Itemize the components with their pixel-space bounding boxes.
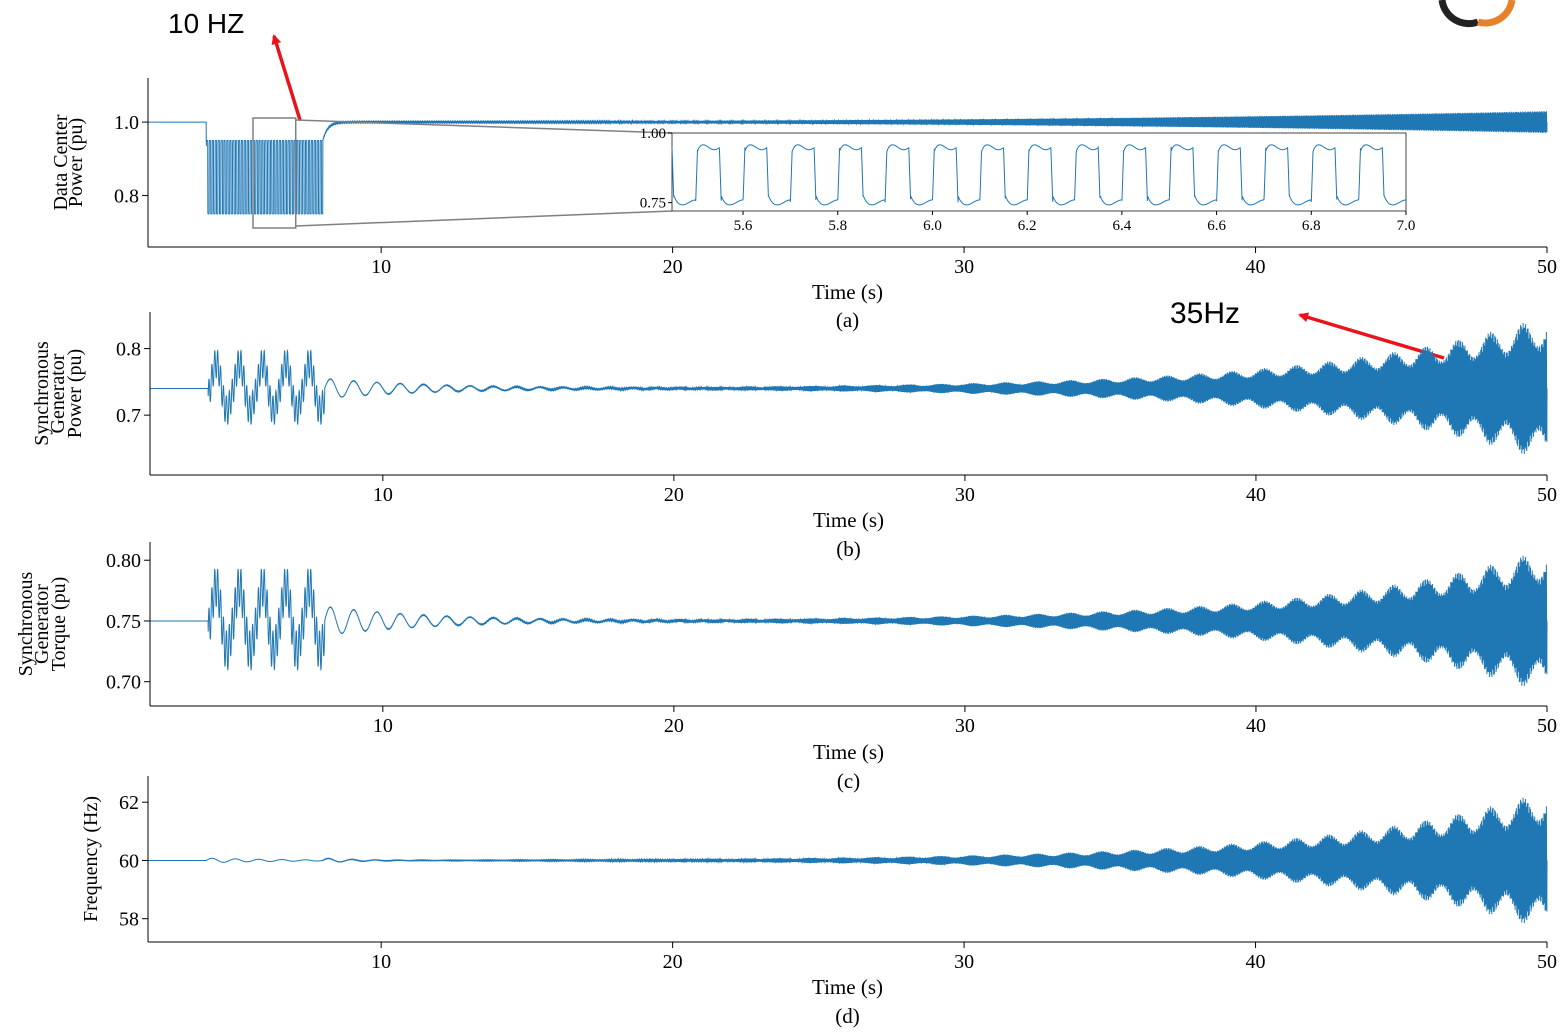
panel-caption: (b)	[836, 537, 861, 561]
x-tick-label: 10	[371, 256, 391, 278]
zoom-region-box	[252, 117, 297, 229]
chart-panel-c: 10 20 30 40 50 0.70 0.75 0.80 Time (s) (c) Synchro…	[15, 542, 1557, 793]
y-tick-label: 0.80	[106, 550, 141, 572]
x-tick-label: 40	[1246, 951, 1266, 973]
y-axis-label: Generator	[31, 584, 53, 664]
x-tick-label: 50	[1537, 715, 1557, 737]
y-tick-label: 0.75	[106, 611, 141, 633]
chart-panel-a: 10 20 30 40 50 0.8 1.0 Time (s) (a) Data CenterPo…	[50, 78, 1557, 332]
inset-x-tick-label: 6.8	[1302, 218, 1321, 234]
inset-x-tick-label: 5.8	[828, 218, 847, 234]
y-axis-label: Power (pu)	[65, 118, 87, 207]
x-axis-label: Time (s)	[812, 975, 883, 999]
annotation-35hz-arrow	[1298, 312, 1445, 360]
x-tick-label: 20	[663, 951, 683, 973]
y-axis-label: Power (pu)	[64, 349, 86, 438]
x-axis-label: Time (s)	[813, 740, 884, 764]
series-line	[148, 797, 1548, 923]
x-tick-label: 20	[664, 715, 684, 737]
x-tick-label: 20	[663, 256, 683, 278]
inset-x-tick-label: 7.0	[1397, 218, 1416, 234]
y-tick-label: 58	[119, 909, 139, 931]
y-tick-label: 0.7	[116, 405, 141, 427]
panel-caption: (c)	[837, 769, 860, 793]
x-tick-label: 10	[373, 484, 393, 506]
x-tick-label: 40	[1246, 715, 1266, 737]
y-tick-label: 0.70	[106, 672, 141, 694]
x-tick-label: 20	[664, 484, 684, 506]
annotation-35hz-label: 35Hz	[1170, 297, 1240, 330]
inset-frame	[671, 132, 1407, 212]
inset-y-tick-label: 1.00	[640, 126, 666, 142]
panel-caption: (a)	[836, 308, 859, 332]
y-axis-label: Frequency (Hz)	[80, 796, 102, 922]
series-line	[150, 555, 1548, 687]
y-tick-label: 0.8	[114, 186, 139, 208]
x-tick-label: 50	[1537, 484, 1557, 506]
inset-series-line	[671, 144, 1407, 206]
y-tick-label: 60	[119, 850, 139, 872]
logo-icon	[1438, 0, 1516, 28]
inset-x-tick-label: 6.6	[1207, 218, 1226, 234]
x-tick-label: 50	[1537, 951, 1557, 973]
y-tick-label: 1.0	[114, 112, 139, 134]
inset-y-tick-label: 0.75	[640, 196, 666, 212]
inset-x-tick-label: 6.2	[1018, 218, 1037, 234]
zoom-connector-line	[295, 210, 673, 227]
x-tick-label: 50	[1537, 256, 1557, 278]
inset-x-tick-label: 6.4	[1112, 218, 1131, 234]
y-axis-label: Torque (pu)	[48, 577, 70, 672]
x-tick-label: 30	[955, 484, 975, 506]
y-axis-label: Synchronous	[15, 572, 37, 677]
x-tick-label: 10	[371, 951, 391, 973]
x-axis-label: Time (s)	[812, 280, 883, 304]
y-axis-label: Data Center	[50, 114, 72, 210]
x-tick-label: 30	[955, 715, 975, 737]
panel-caption: (d)	[835, 1004, 860, 1028]
chart-panel-b: 10 20 30 40 50 0.7 0.8 Time (s) (b) SynchronousGe…	[31, 312, 1557, 561]
x-tick-label: 30	[954, 256, 974, 278]
x-tick-label: 40	[1246, 484, 1266, 506]
inset-chart: 5.6 5.8 6.0 6.2 6.4 6.6 6.8 7.0 0.75 1.00	[640, 126, 1416, 234]
y-axis-label: Synchronous	[31, 341, 53, 446]
chart-panel-d: 10 20 30 40 50 58 60 62 Time (s) (d) Frequency (Hz…	[80, 776, 1557, 1028]
inset-x-tick-label: 6.0	[923, 218, 942, 234]
y-axis-label: Generator	[47, 353, 69, 433]
x-tick-label: 40	[1246, 256, 1266, 278]
zoom-connector-line	[295, 119, 673, 134]
x-axis-label: Time (s)	[813, 508, 884, 532]
annotation-10hz-arrow	[271, 34, 302, 121]
y-tick-label: 0.8	[116, 339, 141, 361]
series-line	[148, 111, 1548, 215]
y-tick-label: 62	[119, 792, 139, 814]
series-line	[150, 322, 1548, 454]
x-tick-label: 10	[373, 715, 393, 737]
x-tick-label: 30	[954, 951, 974, 973]
inset-x-tick-label: 5.6	[734, 218, 753, 234]
annotation-10hz-label: 10 HZ	[168, 8, 244, 39]
